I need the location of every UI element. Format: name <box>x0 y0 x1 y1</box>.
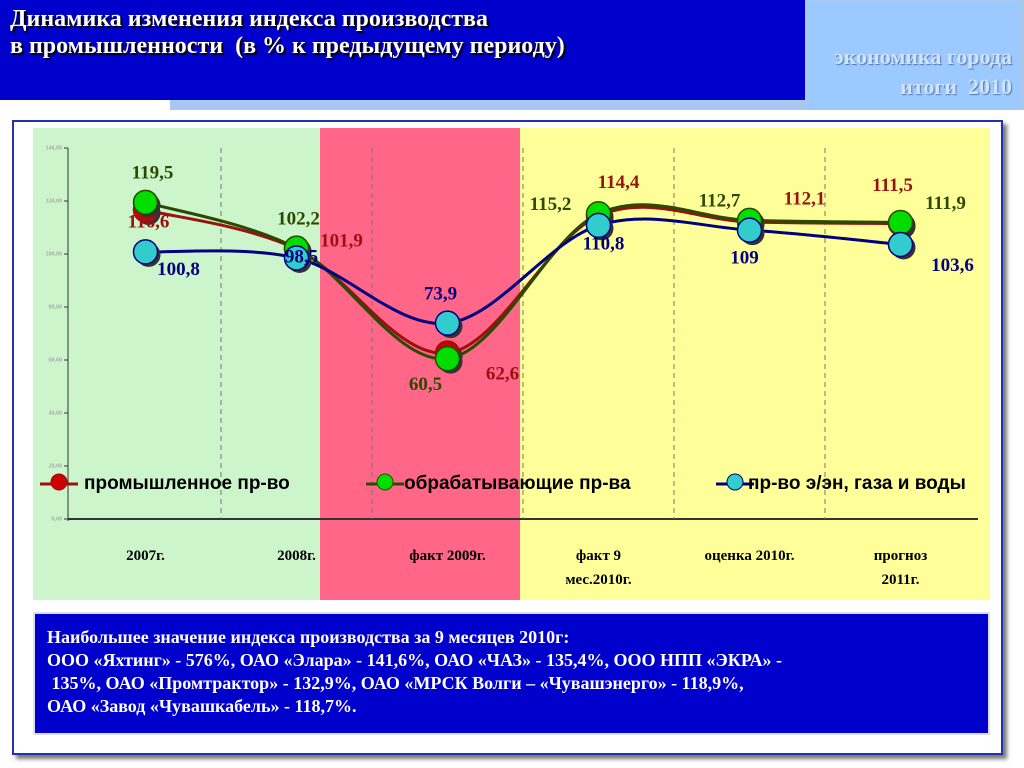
badge: экономика города итоги 2010 <box>808 2 1020 110</box>
data-label: 103,6 <box>931 255 974 276</box>
legend-label: промышленное пр-во <box>84 473 290 494</box>
data-label: 110,8 <box>583 234 625 255</box>
y-tick-label: 100,00 <box>46 251 63 257</box>
title-line: Динамика изменения индекса производства <box>10 6 488 32</box>
title-line: в промышленности (в % к предыдущему пери… <box>10 33 565 59</box>
marker <box>132 239 159 265</box>
marker <box>132 189 159 216</box>
marker <box>736 217 763 243</box>
zone <box>33 128 320 600</box>
y-tick-label: 20,00 <box>49 463 63 469</box>
y-tick-label: 140,00 <box>46 145 63 151</box>
zone <box>320 128 520 600</box>
data-label: 115,2 <box>530 194 572 215</box>
legend-label: пр-во э/эн, газа и воды <box>748 473 966 494</box>
y-tick-label: 0,00 <box>52 516 63 522</box>
badge-line: итоги 2010 <box>900 74 1012 99</box>
data-label: 109 <box>730 248 759 269</box>
data-label: 114,4 <box>598 172 640 193</box>
y-tick-label: 80,00 <box>49 304 63 310</box>
legend-label: обрабатывающие пр-ва <box>404 473 631 494</box>
data-label: 111,5 <box>872 175 913 196</box>
note-line: ОАО «Завод «Чувашкабель» - 118,7%. <box>47 696 357 716</box>
zone <box>520 128 990 600</box>
x-tick-label: прогноз 2011г. <box>873 548 928 588</box>
x-tick-label: оценка 2010г. <box>704 548 795 564</box>
x-tick-label: 2007г. <box>126 548 165 564</box>
y-tick-label: 60,00 <box>49 357 63 363</box>
data-label: 100,8 <box>157 259 200 280</box>
note-line: ООО «Яхтинг» - 576%, ОАО «Элара» - 141,6… <box>47 650 783 670</box>
marker <box>434 310 461 336</box>
x-tick-label: факт 9 мес.2010г. <box>565 548 632 588</box>
data-label: 60,5 <box>409 374 442 395</box>
x-tick-label: 2008г. <box>277 548 316 564</box>
y-tick-label: 40,00 <box>49 410 63 416</box>
data-label: 112,1 <box>784 188 826 209</box>
data-label: 101,9 <box>320 230 363 251</box>
y-tick-label: 120,00 <box>46 198 63 204</box>
legend-marker <box>376 473 394 491</box>
marker <box>887 209 914 236</box>
marker <box>283 245 310 271</box>
data-label: 111,9 <box>925 193 966 214</box>
data-label: 62,6 <box>486 363 519 384</box>
data-label: 73,9 <box>424 284 457 305</box>
data-label: 119,5 <box>132 163 174 184</box>
x-tick-label: факт 2009г. <box>409 548 486 564</box>
marker <box>887 231 914 258</box>
note-line: Наибольшее значение индекса производства… <box>47 627 570 647</box>
legend-marker <box>50 473 68 491</box>
data-label: 112,7 <box>699 191 741 212</box>
data-label: 116,6 <box>128 211 170 232</box>
data-label: 102,2 <box>277 209 320 230</box>
marker <box>434 345 461 372</box>
note-line: 135%, ОАО «Промтрактор» - 132,9%, ОАО «М… <box>47 673 744 693</box>
badge-line: экономика города <box>834 44 1012 69</box>
note: Наибольшее значение индекса производства… <box>33 612 990 735</box>
marker <box>585 212 612 239</box>
data-label: 98,5 <box>285 246 318 267</box>
legend-marker <box>726 473 744 491</box>
header: Динамика изменения индекса производства … <box>0 0 805 100</box>
